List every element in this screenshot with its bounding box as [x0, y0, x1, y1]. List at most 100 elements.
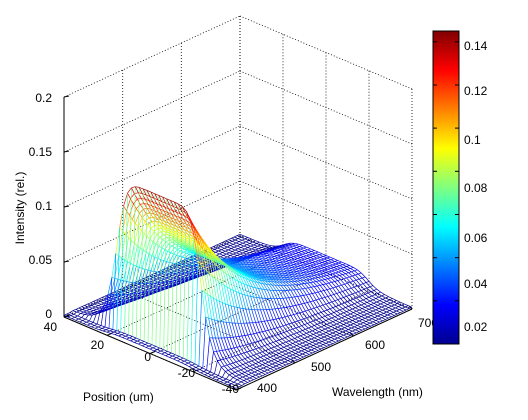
mesh-line: [202, 367, 207, 371]
mesh-line: [158, 224, 162, 229]
mesh-line: [229, 242, 234, 245]
mesh-line: [326, 257, 332, 261]
mesh-line: [265, 329, 269, 332]
mesh-line: [239, 346, 245, 354]
mesh-line: [116, 330, 121, 333]
mesh-line: [282, 253, 288, 257]
mesh-line: [272, 258, 277, 262]
mesh-line: [160, 350, 165, 354]
mesh-line: [236, 347, 242, 355]
mesh-line: [150, 228, 155, 232]
mesh-line: [355, 317, 359, 320]
mesh-line: [291, 281, 296, 285]
mesh-line: [362, 298, 367, 301]
mesh-line: [311, 275, 316, 279]
mesh-line: [313, 307, 319, 314]
mesh-line: [253, 243, 257, 246]
mesh-line: [122, 337, 127, 340]
mesh-line: [245, 361, 249, 364]
mesh-line: [166, 198, 170, 205]
mesh-line: [162, 196, 166, 204]
mesh-line: [352, 318, 356, 321]
mesh-line: [254, 342, 259, 349]
mesh-line: [163, 223, 168, 226]
mesh-line: [235, 252, 241, 255]
mesh-line: [296, 312, 300, 315]
mesh-line: [118, 335, 123, 338]
mesh-line: [85, 306, 89, 309]
mesh-line: [265, 280, 270, 285]
mesh-line: [212, 337, 217, 352]
mesh-line: [307, 323, 312, 328]
mesh-line: [78, 318, 83, 321]
mesh-line: [231, 236, 235, 239]
mesh-line: [350, 298, 354, 301]
mesh-line: [119, 205, 124, 228]
mesh-line: [360, 311, 364, 314]
mesh-line: [137, 281, 142, 284]
mesh-line: [73, 311, 77, 315]
mesh-line: [126, 337, 130, 340]
mesh-line: [118, 296, 123, 299]
mesh-line: [348, 304, 352, 307]
mesh-line: [304, 336, 308, 339]
mesh-line: [242, 277, 248, 286]
mesh-line: [210, 247, 215, 250]
mesh-line: [284, 266, 289, 269]
mesh-line: [311, 286, 316, 294]
mesh-line: [230, 270, 236, 280]
mesh-line: [228, 368, 232, 371]
mesh-line: [343, 295, 347, 298]
mesh-line: [270, 341, 274, 344]
mesh-line: [125, 285, 129, 288]
mesh-line: [281, 337, 286, 340]
mesh-line: [340, 267, 344, 269]
mesh-line: [238, 336, 244, 346]
mesh-line: [331, 317, 336, 321]
mesh-line: [356, 296, 360, 299]
mesh-line: [318, 317, 323, 319]
mesh-line: [115, 227, 121, 254]
mesh-line: [309, 293, 313, 295]
mesh-line: [236, 233, 241, 236]
mesh-line: [244, 334, 248, 336]
mesh-line: [308, 340, 313, 343]
mesh-line: [246, 350, 250, 353]
mesh-line: [216, 253, 220, 256]
mesh-line: [283, 248, 289, 251]
mesh-line: [276, 327, 282, 334]
mesh-line: [241, 248, 246, 251]
mesh-line: [252, 364, 257, 368]
mesh-line: [145, 239, 151, 253]
mesh-line: [271, 256, 276, 260]
mesh-line: [304, 283, 309, 289]
mesh-line: [283, 306, 287, 308]
mesh-line: [341, 316, 345, 319]
mesh-line: [157, 352, 162, 355]
mesh-line: [149, 348, 155, 352]
mesh-line: [285, 341, 290, 345]
mesh-line: [336, 266, 341, 269]
mesh-line: [321, 328, 326, 331]
mesh-line: [346, 294, 350, 297]
mesh-line: [261, 321, 266, 332]
mesh-line: [296, 263, 301, 266]
mesh-line: [245, 278, 251, 287]
z-tick-mark: [63, 95, 70, 98]
mesh-line: [277, 348, 282, 351]
mesh-line: [197, 260, 203, 290]
mesh-line: [322, 320, 327, 323]
mesh-line: [228, 237, 232, 241]
mesh-line: [91, 303, 95, 306]
mesh-line: [220, 381, 225, 384]
mesh-line: [252, 257, 257, 261]
mesh-line: [292, 261, 297, 265]
mesh-line: [272, 352, 277, 355]
mesh-line: [246, 367, 251, 371]
mesh-line: [293, 289, 298, 297]
mesh-line: [338, 303, 342, 306]
mesh-line: [303, 272, 308, 275]
mesh-line: [278, 259, 284, 263]
mesh-line: [278, 353, 284, 356]
mesh-line: [333, 293, 337, 295]
